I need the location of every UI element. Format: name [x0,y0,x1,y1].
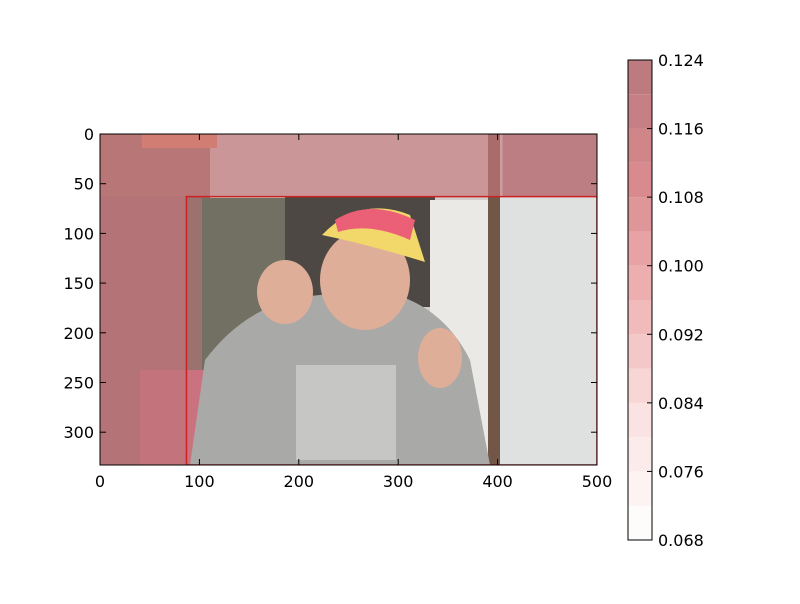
x-tick-label: 200 [284,472,315,491]
x-tick-label: 300 [383,472,414,491]
colorbar-band [628,128,652,163]
colorbar-tick-label: 0.068 [658,531,704,550]
x-tick-label: 500 [582,472,613,491]
colorbar-band [628,197,652,232]
y-tick-label: 200 [63,324,94,343]
colorbar-tick-label: 0.108 [658,188,704,207]
colorbar-band [628,437,652,472]
y-tick-label: 0 [84,125,94,144]
colorbar-tick-label: 0.116 [658,120,704,139]
colorbar-band [628,471,652,506]
colorbar-band [628,334,652,369]
highlight-box [185,195,597,465]
x-tick-label: 0 [95,472,105,491]
overlay-region-1 [502,134,597,197]
colorbar-band [628,265,652,300]
overlay-region-2 [100,196,187,465]
axes-frame [99,133,598,466]
colorbar: 0.068 0.076 0.084 0.092 0.100 0.108 0.116 0.124 [627,51,704,550]
plot-area [100,134,597,465]
colorbar-band [628,402,652,438]
heatmap-overlay [100,134,597,465]
y-tick-label: 250 [63,373,94,392]
colorbar-tick-label: 0.076 [658,462,704,481]
colorbar-band [628,231,652,266]
colorbar-band [628,94,652,129]
colorbar-band [628,60,652,95]
colorbar-band [628,162,652,198]
x-axis: 0 100 200 300 400 500 [95,134,612,491]
y-tick-label: 100 [63,224,94,243]
colorbar-tick-label: 0.100 [658,257,704,276]
colorbar-tick-label: 0.124 [658,51,704,70]
y-tick-label: 50 [74,175,94,194]
x-tick-label: 400 [482,472,513,491]
y-axis: 0 50 100 150 200 250 300 [63,125,597,442]
y-tick-label: 150 [63,274,94,293]
colorbar-band [628,368,652,403]
colorbar-tick-label: 0.092 [658,325,704,344]
colorbar-band [628,505,652,540]
colorbar-tick-label: 0.084 [658,394,704,413]
colorbar-frame [627,59,653,541]
x-tick-label: 100 [184,472,215,491]
colorbar-band [628,300,652,335]
overlay-region-3 [186,196,597,465]
y-tick-label: 300 [63,423,94,442]
